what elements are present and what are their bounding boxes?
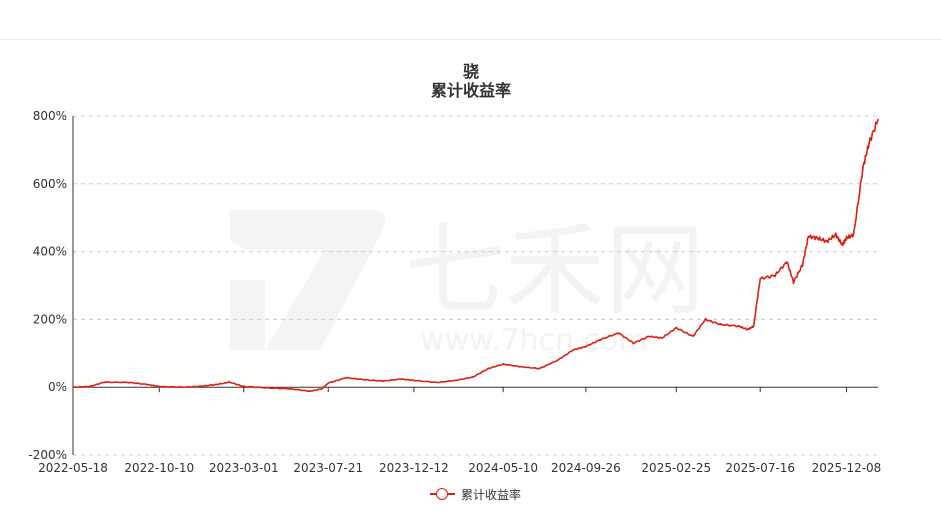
- data-point: [200, 385, 203, 387]
- data-point: [834, 233, 837, 236]
- data-point: [737, 325, 740, 327]
- data-point: [363, 378, 366, 381]
- data-point: [617, 332, 620, 334]
- data-point: [792, 281, 795, 283]
- y-tick-label: 200%: [33, 312, 67, 326]
- data-point: [801, 264, 804, 266]
- y-tick-label: 400%: [33, 245, 67, 259]
- series-layer: [72, 118, 879, 393]
- legend[interactable]: 累计收益率: [430, 485, 521, 503]
- grid-layer: [73, 115, 878, 456]
- top-divider: [0, 39, 942, 40]
- x-tick-label: 2025-07-16: [725, 461, 795, 475]
- x-tick-label: 2023-07-21: [293, 461, 363, 475]
- data-point: [103, 381, 106, 383]
- data-point: [216, 383, 218, 386]
- data-point: [746, 328, 749, 331]
- data-point: [72, 386, 74, 389]
- chart-title: 骁: [462, 62, 479, 81]
- data-point: [520, 366, 523, 368]
- data-point: [381, 380, 384, 382]
- data-point: [502, 363, 504, 365]
- data-point: [841, 244, 844, 246]
- data-point: [752, 325, 755, 327]
- data-point: [308, 390, 311, 393]
- chart-subtitle: 累计收益率: [430, 81, 511, 100]
- x-tick-label: 2023-03-01: [209, 461, 279, 475]
- data-point: [816, 237, 819, 239]
- data-point: [868, 142, 870, 144]
- x-tick-label: 2022-10-10: [124, 461, 194, 475]
- y-tick-label: 0%: [48, 380, 67, 394]
- data-point: [692, 335, 694, 338]
- x-tick-label: 2024-05-10: [468, 461, 538, 475]
- legend-series-label: 累计收益率: [461, 487, 522, 502]
- data-point: [436, 381, 438, 384]
- data-point: [648, 335, 650, 338]
- data-point: [146, 383, 149, 386]
- data-point: [862, 166, 864, 168]
- data-point: [719, 323, 722, 326]
- data-point: [877, 118, 879, 121]
- data-point: [786, 260, 788, 263]
- data-point: [826, 240, 828, 243]
- data-point: [182, 386, 185, 389]
- data-point: [852, 233, 855, 236]
- data-point: [632, 342, 635, 344]
- data-point: [228, 381, 231, 383]
- y-tick-label: 800%: [33, 109, 67, 123]
- data-point: [88, 385, 91, 388]
- data-point: [759, 277, 761, 280]
- data-point: [345, 376, 347, 379]
- x-tick-label: 2025-12-08: [812, 461, 882, 475]
- series-line: [72, 119, 879, 393]
- data-point: [538, 367, 541, 370]
- x-tick-label: 2025-02-25: [641, 461, 711, 475]
- legend-series-marker: [430, 487, 455, 501]
- y-tick-label: -200%: [28, 448, 67, 462]
- data-point: [557, 359, 559, 361]
- data-point: [704, 318, 707, 321]
- data-point: [158, 385, 161, 388]
- data-point: [845, 237, 848, 239]
- data-point: [661, 337, 663, 339]
- data-point: [599, 338, 601, 341]
- x-tick-label: 2024-09-26: [551, 461, 621, 475]
- data-point: [454, 379, 457, 382]
- data-point: [266, 387, 269, 389]
- data-point: [487, 367, 490, 370]
- data-point: [413, 379, 415, 382]
- data-point: [585, 345, 587, 348]
- label-layer: -200% 0% 200% 400% 600% 800% 2022-05-18 2022-10…: [28, 109, 881, 475]
- data-point: [128, 381, 130, 384]
- x-tick-label: 2022-05-18: [38, 461, 108, 475]
- axis-layer: [72, 116, 878, 455]
- data-point: [320, 388, 323, 390]
- x-tick-label: 2023-12-12: [379, 461, 449, 475]
- data-point: [400, 378, 402, 380]
- data-point: [774, 274, 776, 277]
- data-point: [327, 382, 330, 384]
- data-point: [675, 327, 678, 329]
- data-point: [242, 385, 245, 388]
- y-tick-label: 600%: [33, 177, 67, 191]
- data-point: [572, 349, 575, 351]
- data-point: [472, 376, 474, 378]
- data-point: [290, 388, 293, 390]
- data-point: [807, 235, 810, 238]
